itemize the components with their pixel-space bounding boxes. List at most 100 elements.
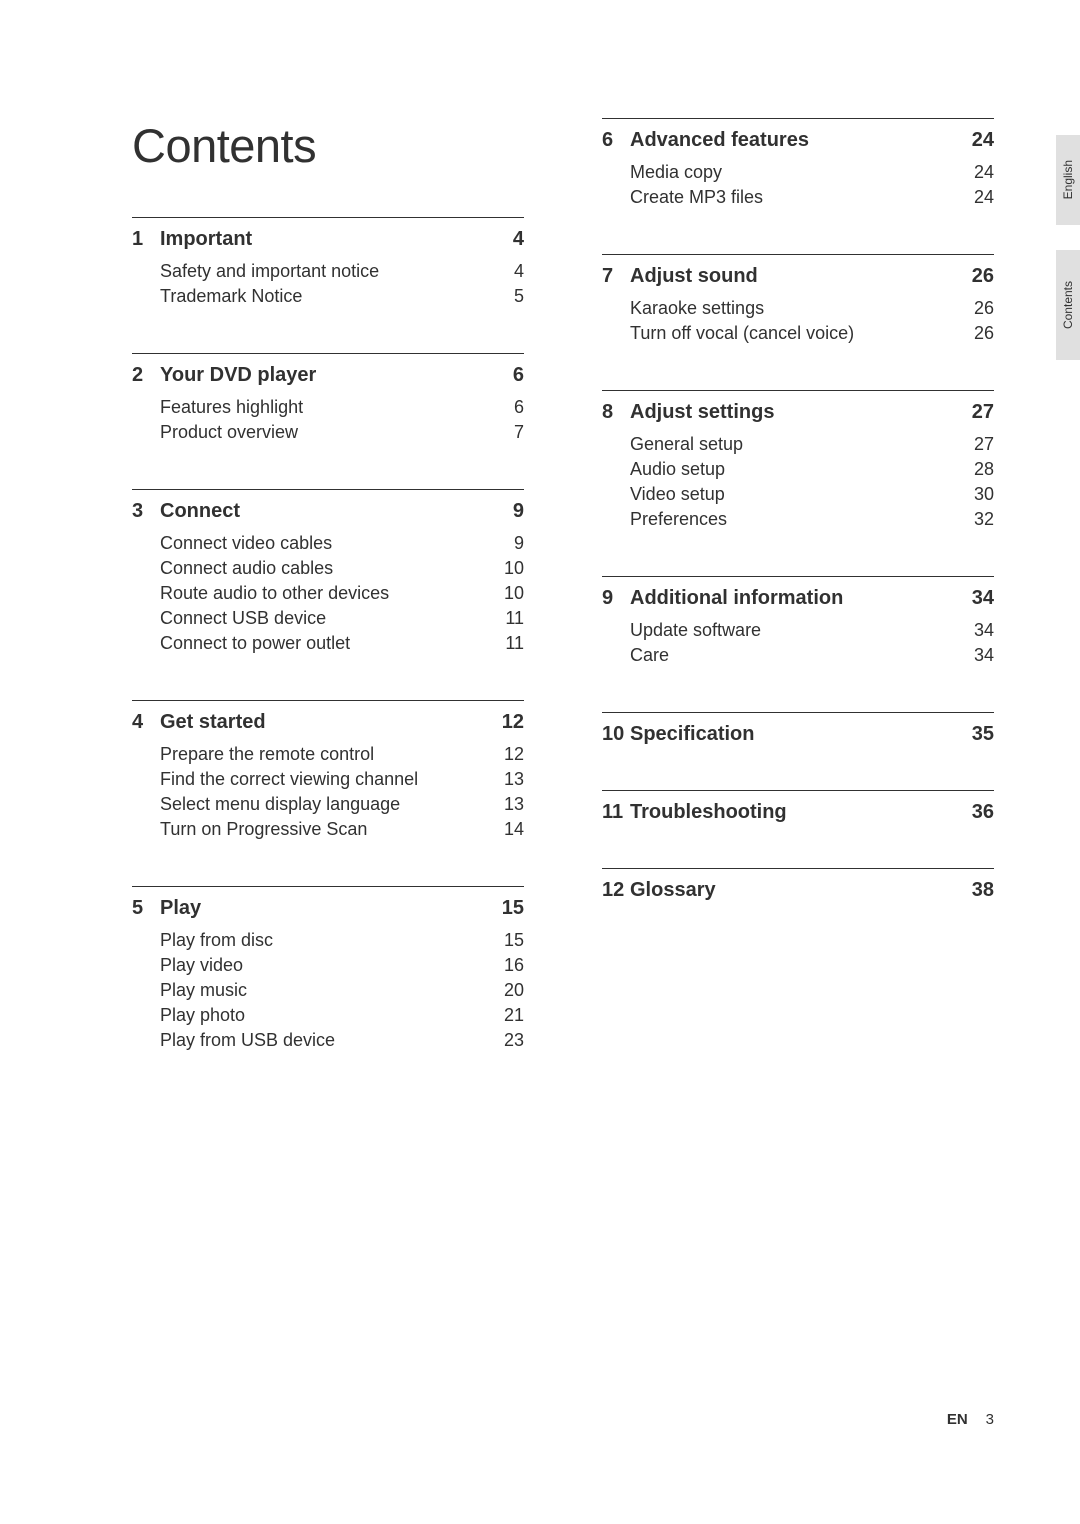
toc-entry[interactable]: General setup27 (602, 432, 994, 457)
section-rule (132, 886, 524, 887)
section-heading[interactable]: 2Your DVD player6 (132, 364, 524, 387)
entry-label: Create MP3 files (630, 187, 958, 208)
section-rule (602, 390, 994, 391)
section-title: Important (160, 228, 488, 251)
entry-label: Connect video cables (160, 533, 488, 554)
toc-entry[interactable]: Connect video cables9 (132, 531, 524, 556)
section-number: 4 (132, 711, 160, 734)
toc-entry[interactable]: Features highlight6 (132, 395, 524, 420)
section-page: 24 (958, 129, 994, 152)
entry-label: Route audio to other devices (160, 583, 488, 604)
entry-page: 26 (958, 323, 994, 344)
entry-page: 7 (488, 422, 524, 443)
left-column: Contents 1Important4Safety and important… (132, 118, 524, 1097)
entry-label: Product overview (160, 422, 488, 443)
toc-entry[interactable]: Media copy24 (602, 160, 994, 185)
toc-entry[interactable]: Karaoke settings26 (602, 296, 994, 321)
section-heading[interactable]: 1Important4 (132, 228, 524, 251)
section-heading[interactable]: 12Glossary38 (602, 879, 994, 902)
toc-section: 6Advanced features24Media copy24Create M… (602, 118, 994, 210)
toc-section: 8Adjust settings27 General setup27Audio s… (602, 390, 994, 532)
page-container: English Contents Contents 1Important4Saf… (0, 0, 1080, 1524)
entry-page: 16 (488, 955, 524, 976)
section-rule (602, 868, 994, 869)
entry-label: Connect to power outlet (160, 633, 488, 654)
toc-entry[interactable]: Connect to power outlet11 (132, 631, 524, 656)
entry-page: 11 (488, 608, 524, 629)
section-title: Additional information (630, 587, 958, 610)
entry-page: 24 (958, 187, 994, 208)
toc-entry[interactable]: Create MP3 files24 (602, 185, 994, 210)
toc-entry[interactable]: Play video16 (132, 953, 524, 978)
section-number: 5 (132, 897, 160, 920)
section-page: 9 (488, 500, 524, 523)
toc-entry[interactable]: Safety and important notice4 (132, 259, 524, 284)
entry-label: Audio setup (630, 459, 958, 480)
section-heading[interactable]: 7Adjust sound26 (602, 265, 994, 288)
toc-entry[interactable]: Play from disc15 (132, 928, 524, 953)
section-heading[interactable]: 6Advanced features24 (602, 129, 994, 152)
toc-entry[interactable]: Play photo21 (132, 1003, 524, 1028)
toc-entry[interactable]: Play music20 (132, 978, 524, 1003)
toc-entry[interactable]: Update software34 (602, 618, 994, 643)
section-heading[interactable]: 4Get started12 (132, 711, 524, 734)
toc-entry[interactable]: Select menu display language13 (132, 792, 524, 817)
section-number: 7 (602, 265, 630, 288)
section-number: 12 (602, 879, 630, 902)
section-title: Troubleshooting (630, 801, 958, 824)
toc-section: 3Connect9Connect video cables9Connect au… (132, 489, 524, 656)
entry-label: Media copy (630, 162, 958, 183)
section-number: 10 (602, 723, 630, 746)
entry-page: 34 (958, 645, 994, 666)
entry-label: Select menu display language (160, 794, 488, 815)
side-tab-label: English (1061, 160, 1075, 199)
entry-page: 9 (488, 533, 524, 554)
section-title: Your DVD player (160, 364, 488, 387)
entry-label: Update software (630, 620, 958, 641)
toc-entry[interactable]: Connect USB device11 (132, 606, 524, 631)
section-rule (132, 353, 524, 354)
entry-page: 30 (958, 484, 994, 505)
toc-entry[interactable]: Connect audio cables10 (132, 556, 524, 581)
section-heading[interactable]: 3Connect9 (132, 500, 524, 523)
entry-label: Prepare the remote control (160, 744, 488, 765)
section-number: 6 (602, 129, 630, 152)
side-tab-label: Contents (1061, 281, 1075, 329)
section-number: 2 (132, 364, 160, 387)
right-column: 6Advanced features24Media copy24Create M… (602, 118, 994, 1097)
toc-entry[interactable]: Prepare the remote control12 (132, 742, 524, 767)
entry-page: 12 (488, 744, 524, 765)
section-rule (602, 576, 994, 577)
toc-entry[interactable]: Audio setup28 (602, 457, 994, 482)
toc-entry[interactable]: Care34 (602, 643, 994, 668)
entry-page: 6 (488, 397, 524, 418)
section-heading[interactable]: 8Adjust settings27 (602, 401, 994, 424)
toc-section: 5Play15Play from disc15Play video16Play … (132, 886, 524, 1053)
toc-section: 4Get started12Prepare the remote control… (132, 700, 524, 842)
section-page: 27 (958, 401, 994, 424)
toc-entry[interactable]: Find the correct viewing channel13 (132, 767, 524, 792)
toc-entry[interactable]: Preferences32 (602, 507, 994, 532)
toc-section: 12Glossary38 (602, 868, 994, 902)
toc-entry[interactable]: Route audio to other devices10 (132, 581, 524, 606)
toc-entry[interactable]: Trademark Notice5 (132, 284, 524, 309)
entry-page: 11 (488, 633, 524, 654)
toc-entry[interactable]: Turn off vocal (cancel voice)26 (602, 321, 994, 346)
columns-wrapper: Contents 1Important4Safety and important… (132, 118, 994, 1097)
section-page: 35 (958, 723, 994, 746)
section-title: Get started (160, 711, 488, 734)
section-heading[interactable]: 10Specification35 (602, 723, 994, 746)
toc-entry[interactable]: Turn on Progressive Scan14 (132, 817, 524, 842)
entry-page: 21 (488, 1005, 524, 1026)
entry-label: Video setup (630, 484, 958, 505)
toc-entry[interactable]: Product overview7 (132, 420, 524, 445)
toc-section: 2Your DVD player6Features highlight6Prod… (132, 353, 524, 445)
section-heading[interactable]: 5Play15 (132, 897, 524, 920)
section-heading[interactable]: 9Additional information34 (602, 587, 994, 610)
toc-entry[interactable]: Video setup30 (602, 482, 994, 507)
section-rule (132, 217, 524, 218)
entry-label: Preferences (630, 509, 958, 530)
entry-page: 10 (488, 558, 524, 579)
section-heading[interactable]: 11Troubleshooting36 (602, 801, 994, 824)
toc-entry[interactable]: Play from USB device23 (132, 1028, 524, 1053)
